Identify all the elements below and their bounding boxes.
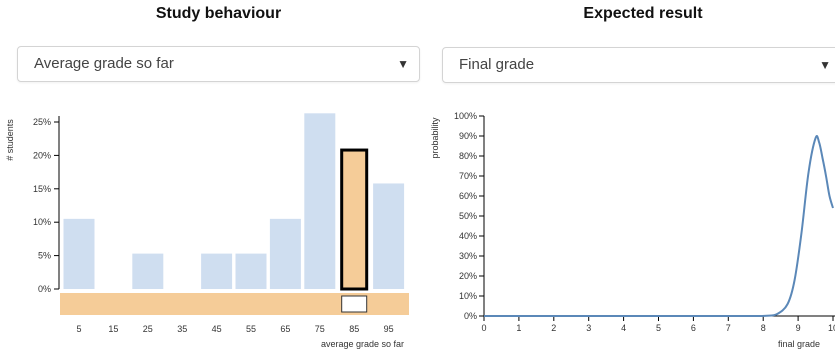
bar-65[interactable] [269,218,301,289]
chevron-down-icon: ▼ [819,58,831,72]
y-tick-label: 90% [459,131,477,141]
x-tick-label: 65 [280,324,290,334]
bar-75[interactable] [304,113,336,289]
x-tick-label: 6 [691,323,696,333]
y-tick-label: 80% [459,151,477,161]
x-tick-label: 45 [212,324,222,334]
y-tick-label: 15% [33,184,51,194]
x-tick-label: 0 [481,323,486,333]
bar-45[interactable] [201,253,233,289]
bar-25[interactable] [132,253,164,289]
x-tick-label: 75 [315,324,325,334]
y-tick-label: 10% [459,291,477,301]
expected-grade-chart: 0% 10% 20% 30% 40% 50% 60% 70% 80% 90% 100% 0 1 2 3 4 5 6… [430,111,835,349]
y-axis-label: probability [430,117,440,159]
bar-95[interactable] [373,183,405,289]
x-axis-label: average grade so far [321,339,404,349]
x-tick-label: 7 [726,323,731,333]
chevron-down-icon: ▼ [397,57,409,71]
y-tick-label: 25% [33,117,51,127]
x-tick-label: 1 [516,323,521,333]
y-tick-label: 20% [33,150,51,160]
y-tick-label: 70% [459,171,477,181]
x-tick-label: 95 [384,324,394,334]
behaviour-dropdown[interactable]: Average grade so far ▼ [17,46,420,82]
y-tick-label: 50% [459,211,477,221]
x-tick-label: 55 [246,324,256,334]
y-tick-label: 60% [459,191,477,201]
left-panel-title: Study behaviour [155,5,282,22]
y-tick-label: 0% [464,311,477,321]
x-tick-label: 8 [761,323,766,333]
y-tick-label: 30% [459,251,477,261]
bar-85-selected[interactable] [340,148,369,291]
y-tick-label: 40% [459,231,477,241]
bar-5[interactable] [63,218,95,289]
y-tick-label: 0% [38,284,51,294]
y-tick-label: 20% [459,271,477,281]
x-tick-label: 4 [621,323,626,333]
x-tick-label: 5 [76,324,81,334]
result-dropdown-value: Final grade [459,56,535,73]
y-axis-label: # students [5,119,15,161]
range-filter-strip[interactable] [60,293,409,315]
range-filter-handle[interactable] [341,295,368,313]
x-tick-label: 10 [828,323,835,333]
y-tick-label: 10% [33,217,51,227]
x-tick-label: 85 [349,324,359,334]
result-dropdown[interactable]: Final grade ▼ [442,47,835,83]
x-tick-label: 3 [586,323,591,333]
behaviour-dropdown-value: Average grade so far [34,55,174,72]
x-axis-label: final grade [778,339,820,349]
bar-55[interactable] [235,253,267,289]
right-panel-title: Expected result [583,5,703,22]
x-tick-label: 5 [656,323,661,333]
y-tick-label: 100% [454,111,477,121]
x-tick-label: 15 [108,324,118,334]
x-tick-label: 9 [796,323,801,333]
x-tick-label: 2 [551,323,556,333]
y-tick-label: 5% [38,251,51,261]
probability-curve [483,135,834,318]
student-histogram: 0% 5% 10% 15% 20% 25% # students 5 15 25 35 45 55 65 7… [5,113,409,349]
x-tick-label: 35 [177,324,187,334]
x-tick-label: 25 [143,324,153,334]
